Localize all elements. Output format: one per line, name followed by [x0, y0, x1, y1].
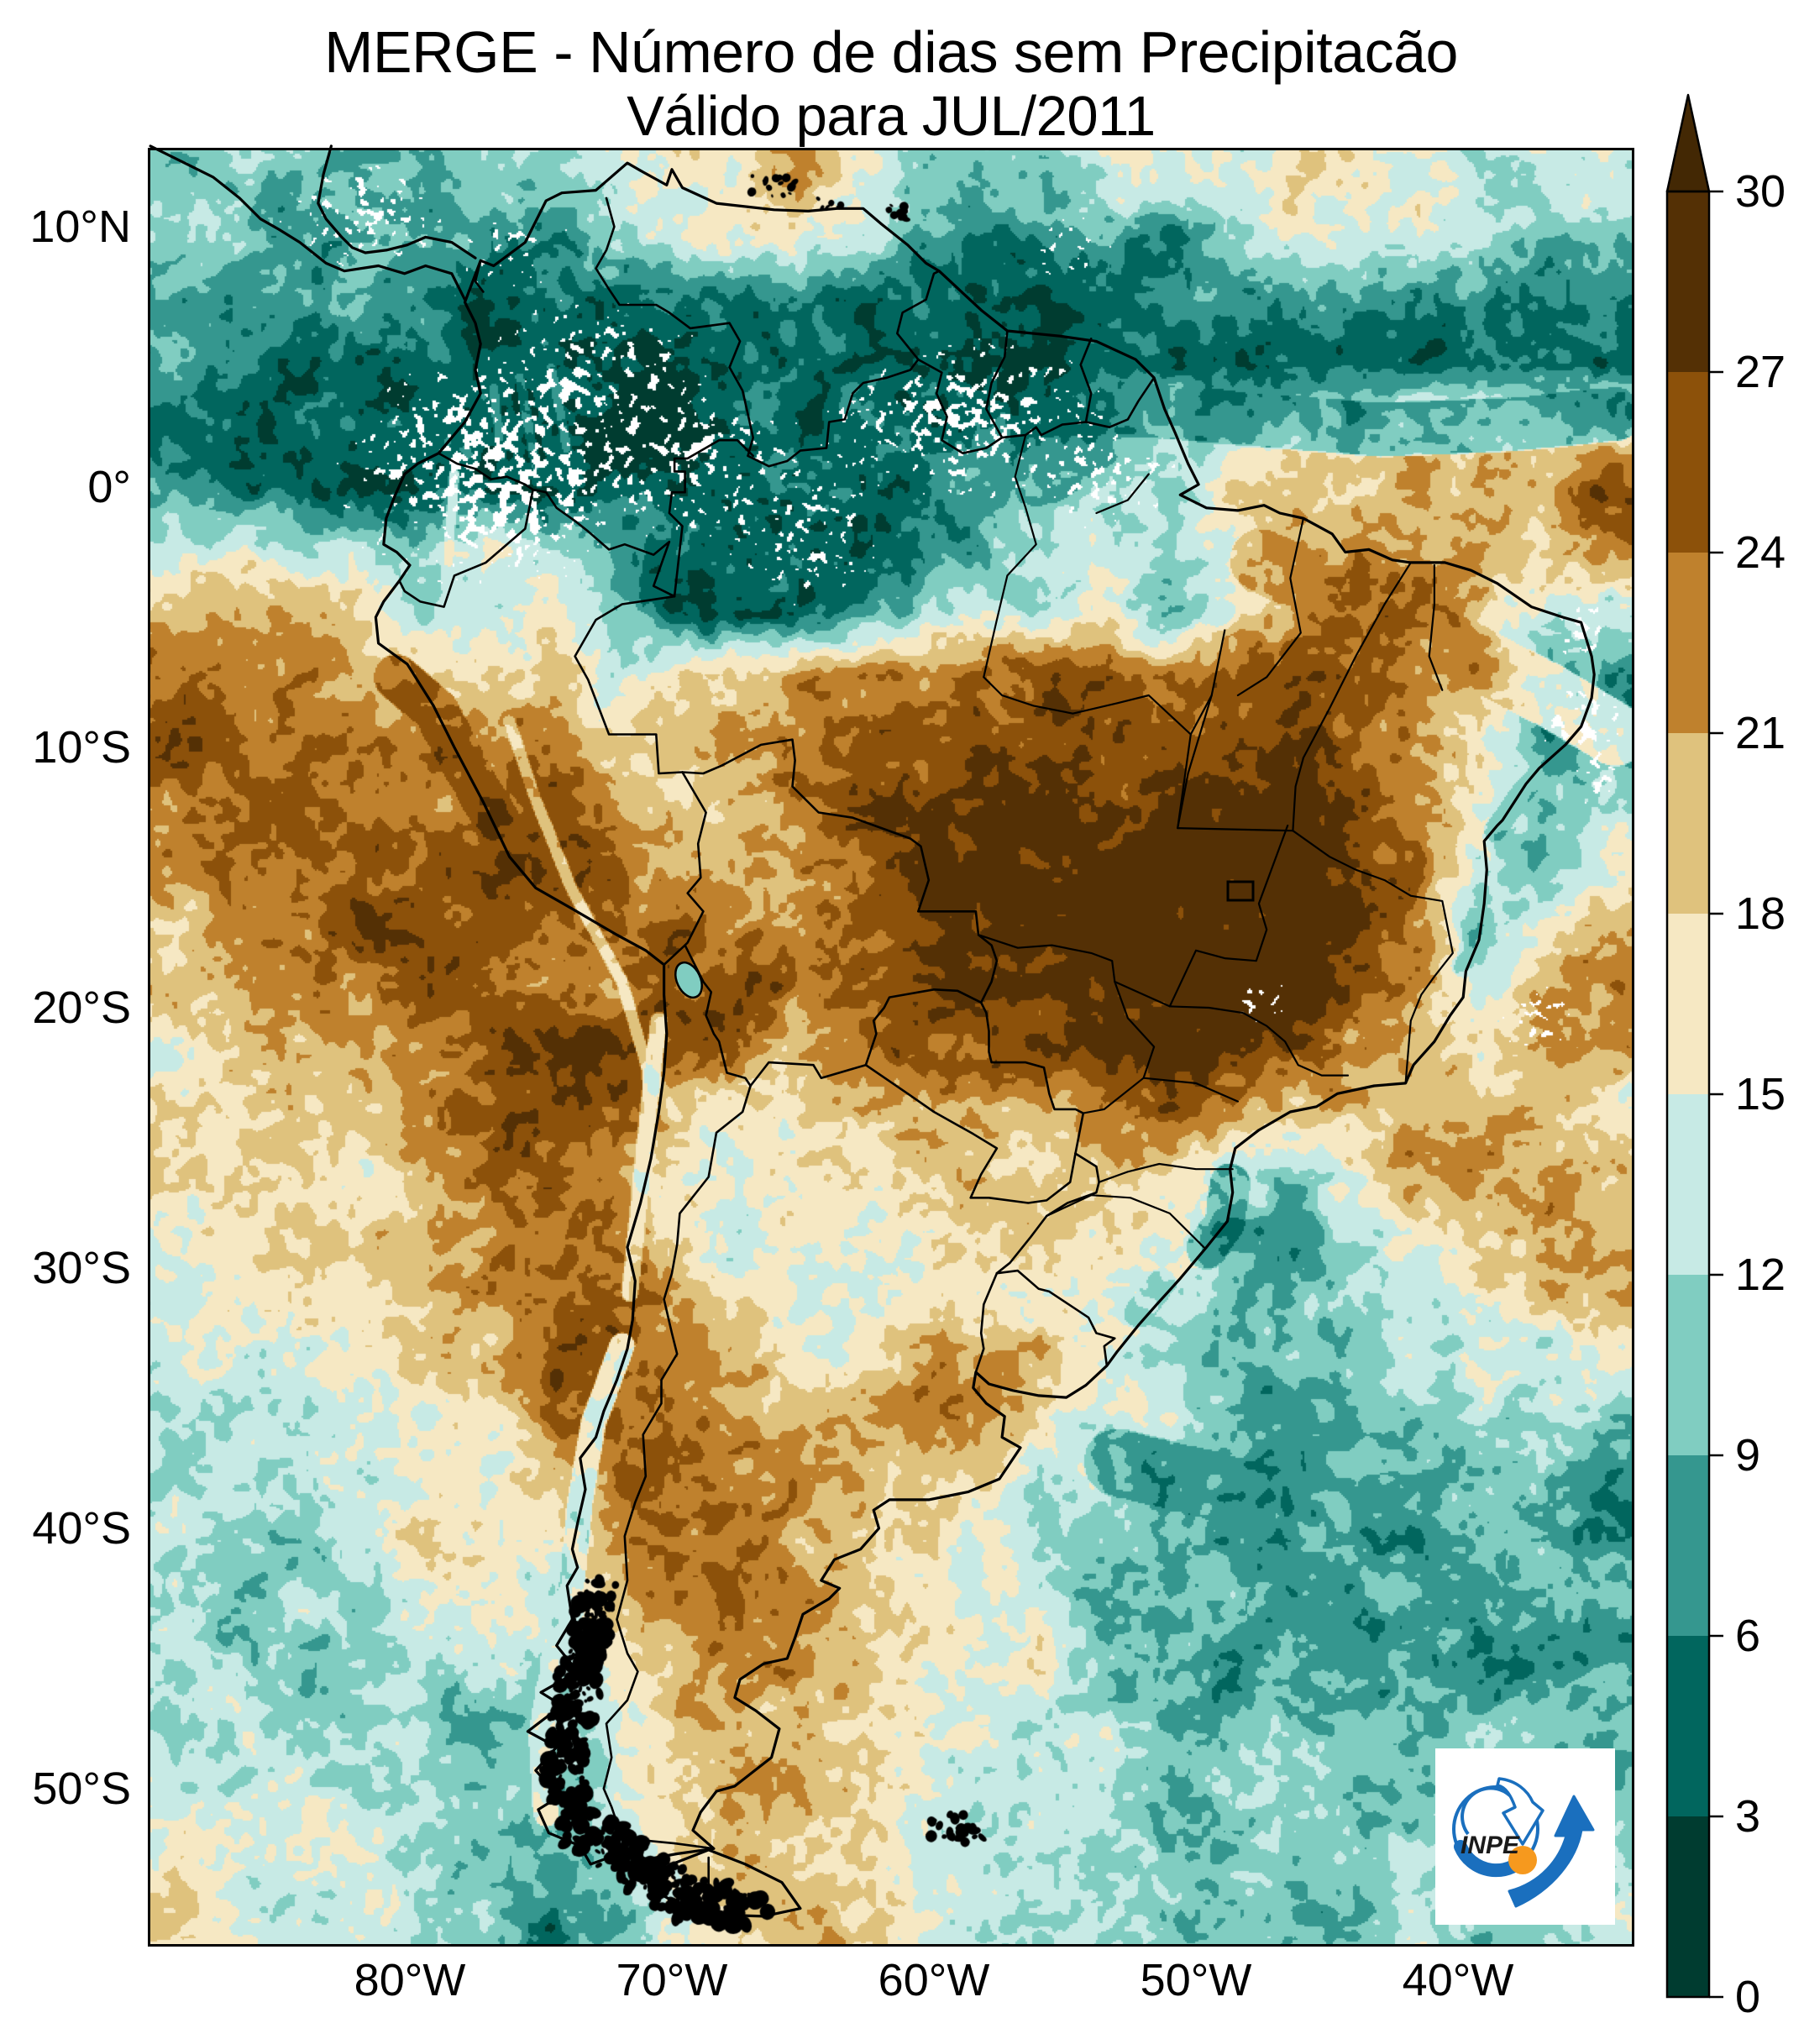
svg-text:INPE: INPE	[1461, 1832, 1520, 1859]
